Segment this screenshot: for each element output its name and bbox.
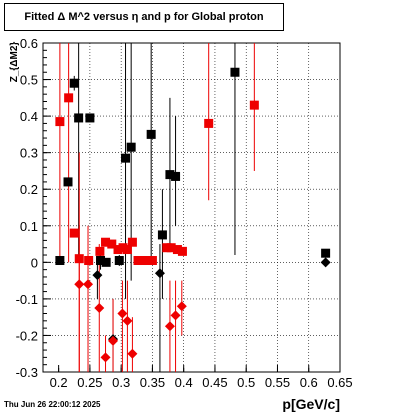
data-point-square <box>126 142 136 152</box>
x-tick-label: 0.45 <box>202 375 227 390</box>
x-tick-label: 0.6 <box>300 375 318 390</box>
data-point-diamond <box>170 310 181 321</box>
data-point-diamond <box>127 348 138 359</box>
axis-ticks: 0.2 0.25 0.3 0.35 0.4 0.45 0.5 0.55 0.6 0.65 -0.3 -… <box>16 36 353 390</box>
error-bars <box>59 43 255 372</box>
data-point-diamond <box>176 301 187 312</box>
data-point-square <box>95 246 105 256</box>
x-axis-label: p[GeV/c] <box>282 396 340 412</box>
data-point-square <box>55 117 65 127</box>
data-point-square <box>101 257 111 267</box>
data-point-square <box>204 118 214 128</box>
data-point-diamond <box>108 335 119 346</box>
data-point-square <box>69 78 79 88</box>
y-tick-label: -0.1 <box>16 292 38 307</box>
data-markers <box>55 67 331 363</box>
data-point-square <box>69 228 79 238</box>
data-point-square <box>127 237 137 247</box>
data-point-diamond <box>122 315 133 326</box>
data-point-diamond <box>92 270 103 281</box>
y-tick-label: 0.1 <box>20 219 38 234</box>
data-point-square <box>172 245 182 255</box>
y-tick-label: 0.5 <box>20 73 38 88</box>
data-point-square <box>85 113 95 123</box>
data-point-square <box>113 245 123 255</box>
data-point-diamond <box>74 279 85 290</box>
data-point-square <box>107 239 117 249</box>
data-point-square <box>64 93 74 103</box>
data-point-diamond <box>117 308 128 319</box>
data-point-diamond <box>154 268 165 279</box>
data-point-square <box>137 256 147 266</box>
x-tick-label: 0.2 <box>50 375 68 390</box>
data-point-square <box>63 177 73 187</box>
data-point-square <box>55 256 65 266</box>
data-point-square <box>114 256 124 266</box>
chart-title: Fitted Δ M^2 versus η and p for Global p… <box>4 3 284 31</box>
grid-lines <box>43 43 340 372</box>
y-tick-label: 0.6 <box>20 36 38 51</box>
data-point-square <box>84 256 94 266</box>
data-point-square <box>96 256 106 266</box>
x-tick-label: 0.3 <box>112 375 130 390</box>
data-point-square <box>321 248 331 258</box>
x-tick-label: 0.5 <box>237 375 255 390</box>
y-tick-label: 0.2 <box>20 182 38 197</box>
data-point-diamond <box>94 303 105 314</box>
x-tick-label: 0.55 <box>265 375 290 390</box>
data-point-diamond <box>164 321 175 332</box>
data-point-square <box>74 254 84 264</box>
x-tick-label: 0.25 <box>77 375 102 390</box>
data-point-square <box>171 171 181 181</box>
data-point-square <box>121 153 131 163</box>
y-tick-label: 0.4 <box>20 109 38 124</box>
data-point-square <box>157 230 167 240</box>
data-point-square <box>101 237 111 247</box>
data-point-diamond <box>100 352 111 363</box>
y-tick-label: -0.3 <box>16 365 38 380</box>
y-tick-label: -0.2 <box>16 328 38 343</box>
plot-frame <box>42 42 341 373</box>
data-point-square <box>147 256 157 266</box>
data-point-diamond <box>83 279 94 290</box>
data-point-square <box>74 113 84 123</box>
data-point-square <box>165 170 175 180</box>
data-point-square <box>230 67 240 77</box>
x-tick-label: 0.35 <box>140 375 165 390</box>
x-tick-label: 0.65 <box>327 375 352 390</box>
y-tick-label: 0.3 <box>20 146 38 161</box>
data-point-square <box>122 245 132 255</box>
y-tick-label: 0 <box>31 255 38 270</box>
data-point-diamond <box>320 257 331 268</box>
timestamp: Thu Jun 26 22:00:12 2025 <box>4 400 101 409</box>
y-axis-label: Z_{ΔM2} <box>9 42 20 83</box>
x-tick-label: 0.4 <box>175 375 193 390</box>
data-point-square <box>177 246 187 256</box>
data-point-square <box>142 256 152 266</box>
data-point-square <box>249 100 259 110</box>
data-point-square <box>166 243 176 253</box>
data-point-square <box>146 129 156 139</box>
